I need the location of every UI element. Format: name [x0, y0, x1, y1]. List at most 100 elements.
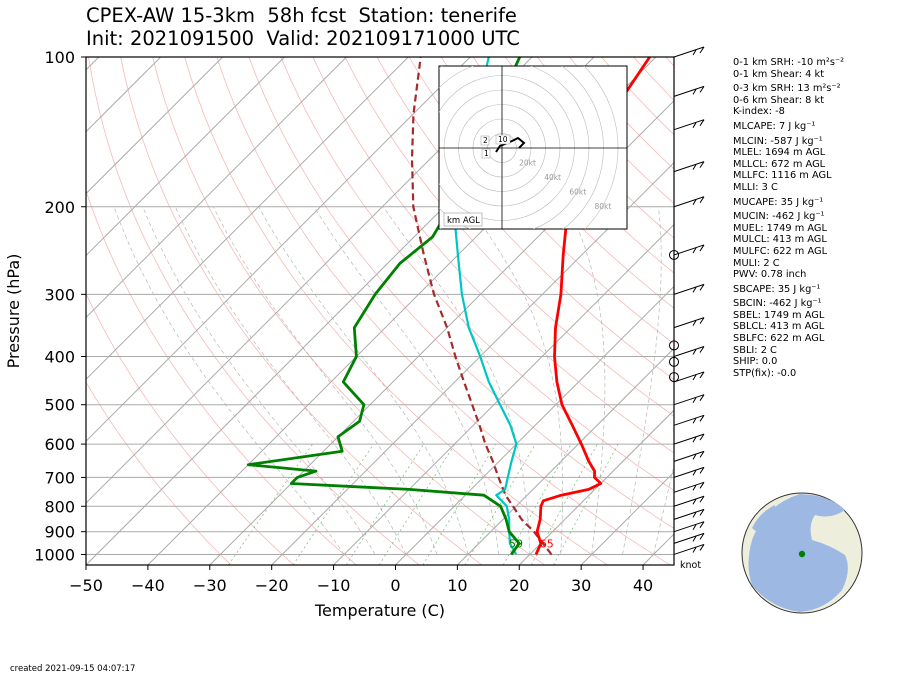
wind-barb [673, 508, 705, 520]
wind-barb [673, 414, 705, 426]
chart-title-line1: CPEX-AW 15-3km 58h fcst Station: tenerif… [86, 4, 517, 27]
mixing-ratio-line [345, 443, 425, 565]
sounding-indices-panel: 0-1 km SRH: -10 m²s⁻² 0-1 km Shear: 4 kt 0… [733, 57, 844, 379]
index-line: SHIP: 0.0 [733, 356, 778, 368]
index-line: MLLCL: 672 m AGL [733, 158, 826, 170]
index-line: SBEL: 1749 m AGL [733, 309, 825, 321]
wind-barb [673, 85, 705, 97]
dry-adiabat [440, 57, 674, 309]
isotherm [518, 409, 674, 565]
index-line: 0-3 km SRH: 13 m²s⁻² [733, 83, 841, 95]
isotherm [86, 57, 409, 381]
y-tick-label: 500 [44, 396, 75, 415]
index-line: SBLCL: 413 m AGL [733, 321, 825, 333]
hodograph-ring-label: 80kt [594, 202, 611, 211]
wind-barb [673, 244, 705, 256]
y-tick-label: 400 [44, 348, 75, 367]
dewpoint-profile [246, 57, 521, 556]
dry-adiabat [408, 57, 674, 345]
moist-adiabat [469, 206, 563, 555]
calm-wind-circle [669, 340, 679, 351]
x-tick-label: −10 [317, 576, 351, 595]
y-tick-label: 300 [44, 285, 75, 304]
y-tick-label: 1000 [34, 545, 75, 564]
mixing-ratio-line [553, 443, 619, 565]
globe-locator [741, 492, 863, 614]
index-line: SBLI: 2 C [733, 344, 777, 356]
index-line: 0-1 km SRH: -10 m²s⁻² [733, 57, 845, 68]
x-tick-label: −30 [193, 576, 227, 595]
surface-dewpoint-label: 59 [509, 538, 523, 551]
moist-adiabat [142, 206, 376, 555]
y-axis-label: Pressure (hPa) [4, 254, 23, 369]
wind-barb [673, 317, 705, 329]
index-line: MLCAPE: 7 J kg⁻¹ [733, 120, 816, 132]
moist-adiabat [383, 206, 531, 555]
hodograph-ring-label: 40kt [544, 173, 561, 182]
hodograph-trace [495, 136, 526, 153]
wind-barb [673, 346, 705, 357]
moist-adiabat [258, 206, 469, 555]
calm-wind-circle [669, 372, 679, 383]
hodograph-height-label: 2 [483, 136, 488, 145]
wind-barb [673, 119, 705, 131]
y-tick-label: 600 [44, 435, 75, 454]
index-line: PWV: 0.78 inch [733, 269, 807, 281]
dry-adiabat [280, 57, 674, 491]
dry-adiabat [376, 57, 674, 381]
wind-barb [673, 283, 705, 295]
index-line: K-index: -8 [733, 106, 785, 118]
mixing-ratio-line [464, 443, 536, 565]
y-tick-label: 900 [44, 523, 75, 542]
hodograph-ring-label: 60kt [569, 188, 586, 197]
x-axis-label: Temperature (C) [314, 601, 445, 620]
wind-barb [673, 466, 705, 478]
index-line: MULFC: 622 m AGL [733, 245, 828, 257]
dry-adiabat [86, 189, 357, 565]
wind-barb [673, 495, 705, 507]
surface-temperature-label: 65 [540, 538, 554, 551]
isotherm [333, 223, 674, 565]
index-line: MLLI: 3 C [733, 181, 778, 193]
index-line: MLCIN: -587 J kg⁻¹ [733, 135, 823, 147]
index-line: MUCIN: -462 J kg⁻¹ [733, 211, 825, 223]
plot-frame [85, 56, 675, 566]
x-tick-label: −50 [69, 576, 103, 595]
index-line: SBCIN: -462 J kg⁻¹ [733, 298, 822, 310]
index-line: MULI: 2 C [733, 257, 780, 269]
isotherm [86, 57, 223, 195]
dry-adiabat [86, 381, 232, 565]
mixing-ratio-line [292, 443, 375, 565]
index-line: MLLFC: 1116 m AGL [733, 170, 832, 182]
index-line: MUEL: 1749 m AGL [733, 222, 827, 234]
isotherm [395, 285, 674, 565]
calm-wind-circle [669, 356, 679, 367]
isotherm [86, 57, 285, 257]
moist-adiabat [653, 464, 674, 555]
station-marker [798, 550, 806, 558]
hodograph-height-label: 1 [484, 149, 489, 158]
index-line: SBLFC: 622 m AGL [733, 333, 825, 345]
index-line: SBCAPE: 35 J kg⁻¹ [733, 283, 821, 295]
wind-unit-label: knot [680, 560, 702, 571]
wind-barb [673, 196, 705, 208]
wind-barb [673, 394, 705, 406]
dry-adiabat [184, 57, 608, 565]
x-tick-label: 10 [447, 576, 467, 595]
y-tick-label: 200 [44, 198, 75, 217]
x-tick-label: −20 [255, 576, 289, 595]
dry-adiabat [86, 292, 294, 565]
isotherm [580, 471, 674, 565]
index-line: STP(fix): -0.0 [733, 367, 797, 379]
y-tick-label: 800 [44, 497, 75, 516]
x-tick-label: 0 [390, 576, 400, 595]
index-line: MULCL: 413 m AGL [733, 234, 827, 246]
hodograph-inset: 20kt 40kt 60kt 80kt 1 2 10 km AGL [438, 65, 628, 230]
hodograph-height-label: 10 [498, 135, 508, 144]
wind-barb [673, 46, 705, 58]
isotherm [86, 57, 162, 133]
mixing-ratio-line [422, 443, 497, 565]
y-tick-label: 100 [44, 48, 75, 67]
wind-barb [673, 450, 705, 462]
